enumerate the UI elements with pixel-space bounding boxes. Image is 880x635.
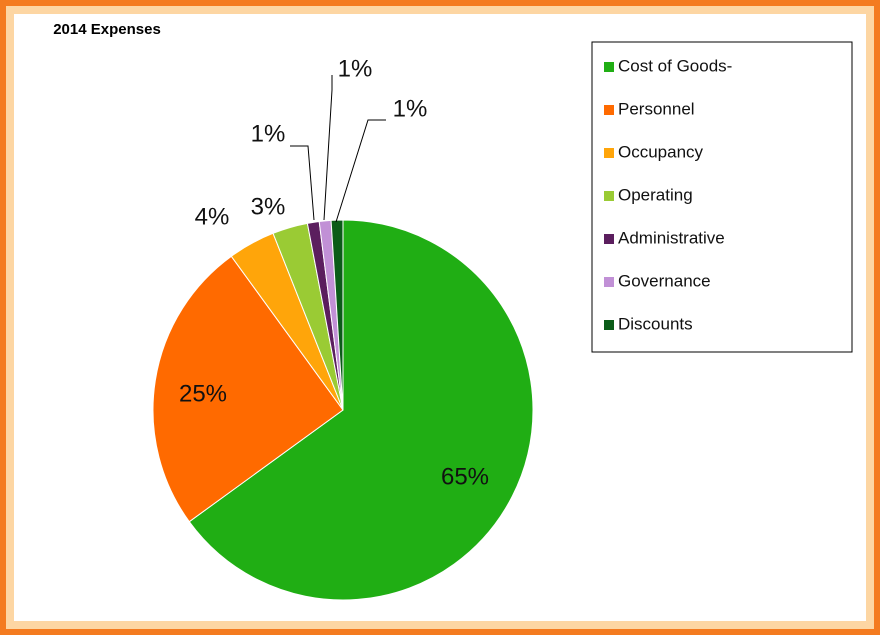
data-label: 4% [195, 203, 230, 230]
legend-label: Cost of Goods- [618, 56, 732, 75]
legend-label: Operating [618, 185, 693, 204]
data-label: 3% [251, 193, 286, 220]
data-label: 1% [251, 120, 286, 147]
legend-swatch [604, 191, 614, 201]
chart-title: 2014 Expenses [53, 21, 161, 38]
legend-label: Governance [618, 271, 711, 290]
data-label: 1% [393, 95, 428, 122]
data-label: 25% [179, 380, 227, 407]
legend-swatch [604, 105, 614, 115]
legend-box [591, 41, 853, 353]
legend-swatch [604, 320, 614, 330]
legend-swatch [604, 234, 614, 244]
legend-swatch [604, 277, 614, 287]
pie-slice [188, 219, 534, 601]
data-label: 1% [338, 55, 373, 82]
leader-line [290, 145, 315, 221]
leader-line [323, 75, 333, 221]
legend-label: Occupancy [618, 142, 704, 161]
legend-label: Discounts [618, 314, 693, 333]
legend-swatch [604, 62, 614, 72]
data-label: 65% [441, 463, 489, 490]
legend-label: Personnel [618, 99, 695, 118]
legend-swatch [604, 148, 614, 158]
pie-slice [152, 255, 344, 523]
leader-line [335, 119, 386, 223]
legend-label: Administrative [618, 228, 725, 247]
